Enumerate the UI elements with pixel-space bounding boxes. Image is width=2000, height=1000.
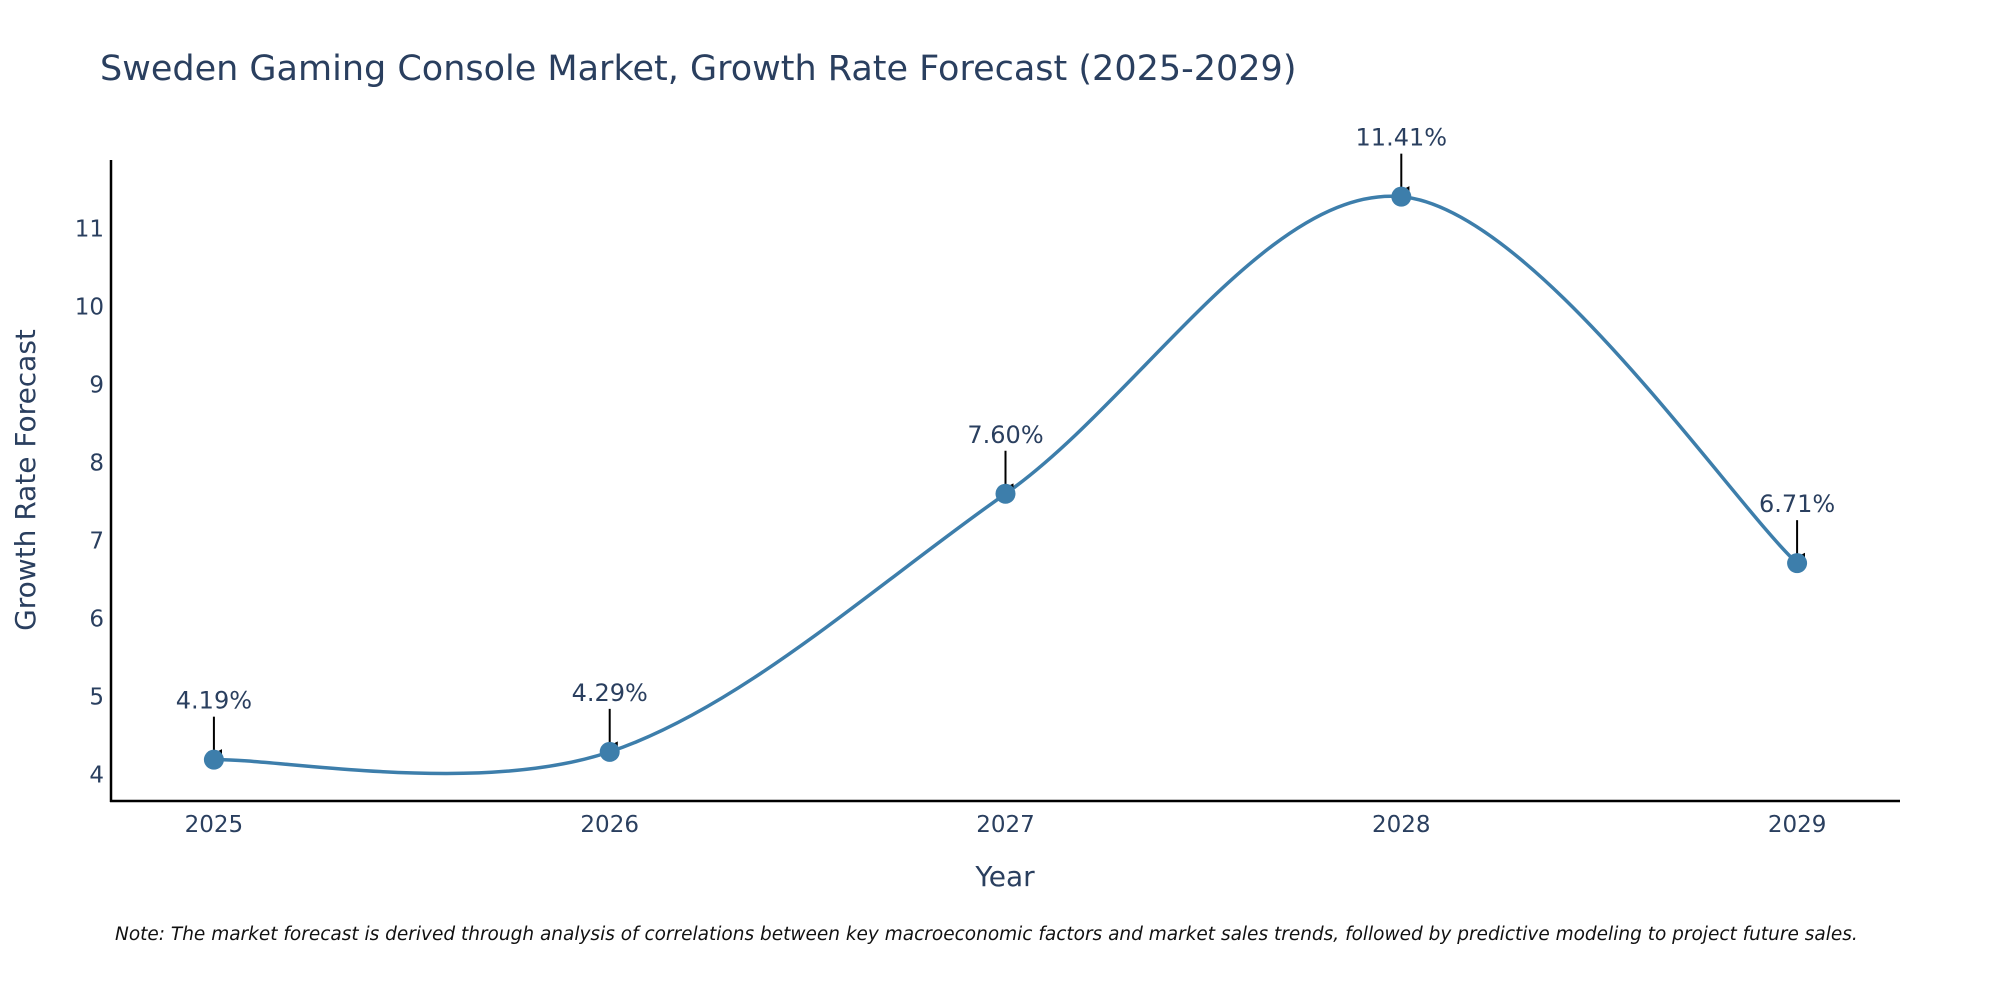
data-point-marker (1787, 553, 1808, 574)
y-tick-label: 6 (89, 607, 104, 633)
y-axis-title: Growth Rate Forecast (9, 329, 42, 631)
x-axis-ticks: 2025 2026 2027 2028 2029 (185, 812, 1827, 838)
data-point-marker (995, 483, 1016, 504)
series-markers (203, 186, 1808, 770)
x-tick-label: 2028 (1372, 812, 1431, 838)
data-label: 7.60% (967, 421, 1043, 449)
data-point-marker (1391, 186, 1412, 207)
y-tick-label: 5 (89, 685, 104, 711)
chart-note: Note: The market forecast is derived thr… (115, 924, 1858, 945)
data-label: 6.71% (1759, 490, 1835, 518)
x-tick-label: 2029 (1768, 812, 1827, 838)
data-label: 11.41% (1356, 124, 1448, 152)
y-tick-label: 10 (75, 295, 104, 321)
data-point-marker (599, 741, 620, 762)
y-tick-label: 8 (89, 451, 104, 477)
data-point-marker (203, 749, 224, 770)
y-axis-ticks: 4 5 6 7 8 9 10 11 (75, 217, 104, 789)
data-label: 4.19% (176, 687, 252, 715)
data-label: 4.29% (572, 679, 648, 707)
y-tick-label: 7 (89, 529, 104, 555)
chart-title: Sweden Gaming Console Market, Growth Rat… (100, 49, 1296, 89)
y-tick-label: 9 (89, 373, 104, 399)
series-line (213, 194, 1799, 776)
x-tick-label: 2027 (976, 812, 1035, 838)
data-label-annotations: 4.19% 4.29% 7.60% 11.41% 6.71% (176, 124, 1835, 759)
x-axis-title: Year (974, 860, 1035, 893)
x-tick-label: 2025 (185, 812, 244, 838)
y-tick-label: 11 (75, 217, 104, 243)
y-tick-label: 4 (89, 762, 104, 788)
x-tick-label: 2026 (580, 812, 639, 838)
